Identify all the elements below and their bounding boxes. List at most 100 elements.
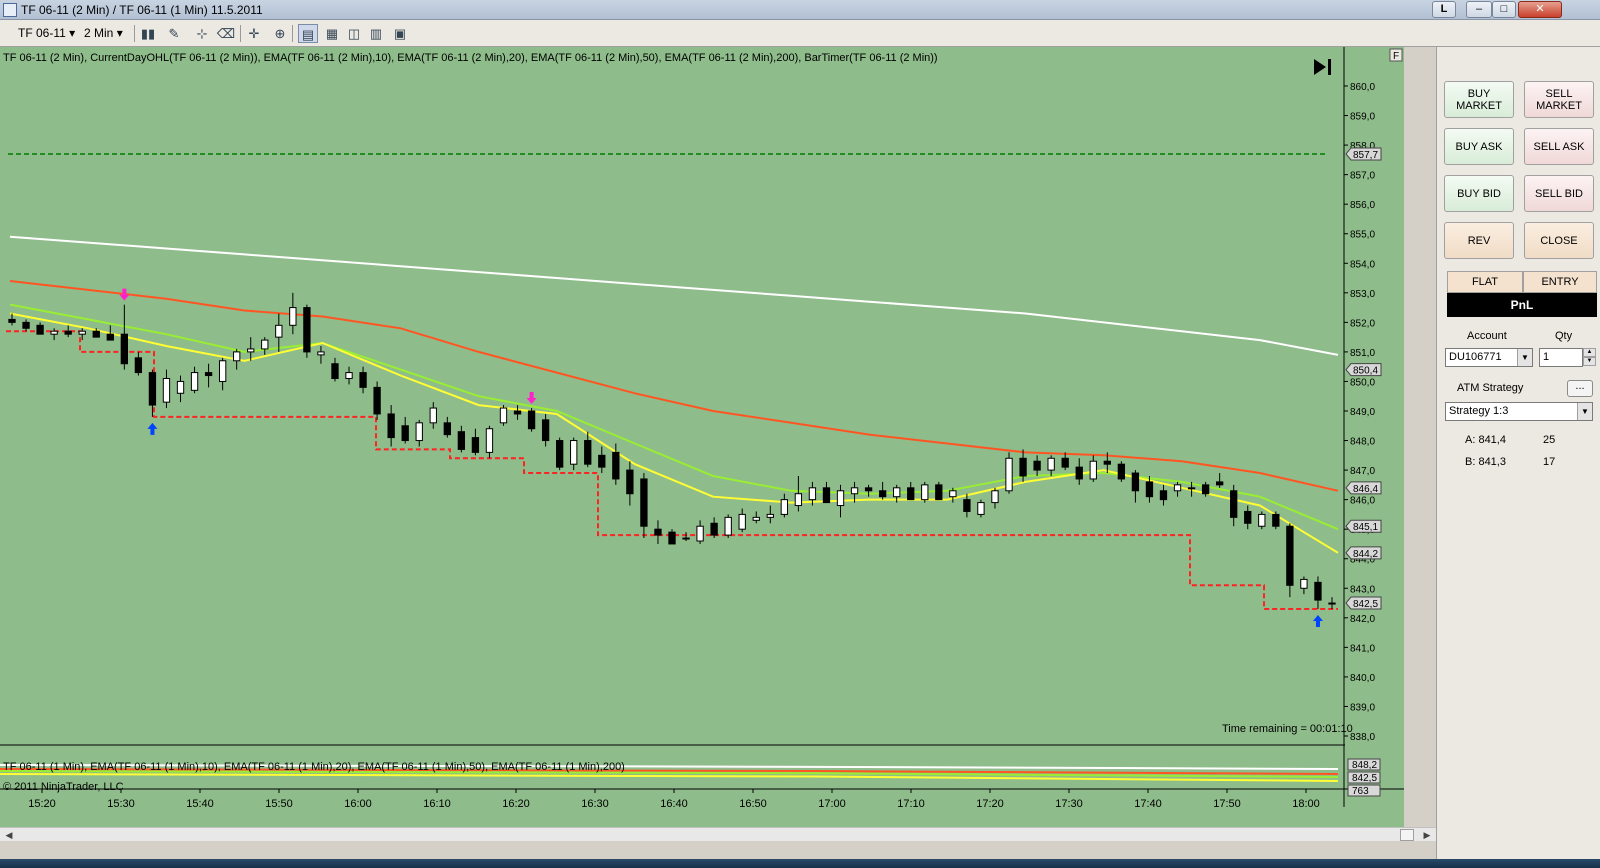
buy-ask-button[interactable]: BUY ASK: [1444, 128, 1514, 165]
scrollbar-thumb[interactable]: [1400, 829, 1414, 841]
candle-body: [120, 333, 129, 365]
y-tick-label: 847,0: [1350, 466, 1375, 477]
sub-marker-label: 848,2: [1352, 760, 1377, 771]
candle-body: [50, 330, 58, 335]
y-tick-label: 839,0: [1350, 702, 1375, 713]
candle-body: [878, 490, 887, 498]
candle-body: [485, 428, 494, 453]
language-badge[interactable]: L: [1432, 1, 1456, 18]
close-position-button[interactable]: CLOSE: [1524, 222, 1594, 259]
maximize-button[interactable]: □: [1492, 1, 1516, 18]
candle-body: [584, 440, 592, 465]
candle-body: [415, 422, 423, 442]
candle-body: [794, 493, 803, 507]
candle-body: [359, 372, 367, 388]
candle-body: [893, 487, 901, 498]
chart-panel[interactable]: F 860,0 859,0 858,0 857,0 856,0 855,0 854,0 853,…: [0, 47, 1436, 841]
stepper-down-icon[interactable]: ▼: [1583, 357, 1596, 366]
candle-body: [766, 513, 774, 518]
candle-body: [401, 425, 409, 442]
reverse-button[interactable]: REV: [1444, 222, 1514, 259]
sub-marker-box: [1347, 758, 1381, 771]
candle-body: [1201, 484, 1210, 495]
chart-trader-icon[interactable]: ▤: [298, 24, 318, 43]
axis-margin: [1404, 47, 1436, 841]
templates-icon[interactable]: ▣: [393, 26, 407, 41]
chevron-down-icon: ▼: [1517, 349, 1532, 366]
x-tick-label: 17:00: [818, 798, 846, 810]
x-tick-label: 15:40: [186, 798, 214, 810]
close-window-button[interactable]: ✕: [1518, 1, 1562, 18]
clear-icon[interactable]: ⌫: [216, 26, 236, 41]
candle-body: [429, 407, 437, 424]
price-marker-box: [1345, 481, 1382, 495]
sub-marker-box: [1347, 771, 1381, 784]
x-tick-label: 16:00: [344, 798, 372, 810]
data-box-icon[interactable]: ▦: [325, 26, 339, 41]
atm-strategy-select[interactable]: Strategy 1:3 ▼: [1445, 402, 1593, 421]
quantity-input[interactable]: 1: [1539, 348, 1583, 367]
sell-market-button[interactable]: SELL MARKET: [1524, 81, 1594, 118]
stepper-up-icon[interactable]: ▲: [1583, 348, 1596, 357]
copyright: © 2011 NinjaTrader, LLC: [3, 781, 124, 793]
chart-canvas[interactable]: F 860,0 859,0 858,0 857,0 856,0 855,0 854,0 853,…: [0, 47, 1436, 841]
ema-line: [9, 303, 1339, 531]
buy-market-button[interactable]: BUY MARKET: [1444, 81, 1514, 118]
account-select[interactable]: DU106771 ▼: [1445, 348, 1533, 367]
price-marker-box: [1345, 519, 1382, 533]
scroll-left-icon[interactable]: ◀: [5, 830, 13, 840]
price-marker-label: 845,1: [1353, 522, 1378, 533]
candle-body: [654, 528, 662, 536]
candle-body: [935, 484, 943, 501]
properties-icon[interactable]: ▥: [369, 26, 383, 41]
candle-body: [710, 522, 718, 536]
candle-body: [907, 487, 915, 501]
x-tick-label: 16:50: [739, 798, 767, 810]
sell-ask-button[interactable]: SELL ASK: [1524, 128, 1594, 165]
candle-body: [1300, 578, 1308, 589]
bar-type-icon[interactable]: ▮▮: [140, 26, 156, 41]
ema-line: [9, 280, 1339, 492]
candle-body: [921, 484, 929, 501]
draw-tool-icon[interactable]: ✎: [168, 26, 180, 41]
entry-status: ENTRY: [1523, 271, 1597, 293]
sell-arrow-icon: [526, 392, 537, 405]
candle-body: [977, 502, 985, 515]
x-tick-label: 15:30: [107, 798, 135, 810]
candle-body: [176, 380, 185, 394]
x-tick-label: 17:10: [897, 798, 925, 810]
scroll-right-icon[interactable]: ▶: [1423, 830, 1431, 840]
sell-bid-button[interactable]: SELL BID: [1524, 175, 1594, 212]
pin-icon[interactable]: ⊹: [196, 26, 208, 41]
y-tick-label: 843,0: [1350, 584, 1375, 595]
candle-body: [570, 440, 578, 465]
candle-body: [1216, 481, 1224, 486]
x-tick-label: 16:20: [502, 798, 530, 810]
position-status: FLAT: [1447, 271, 1523, 293]
candle-body: [598, 454, 606, 468]
x-tick-label: 17:50: [1213, 798, 1241, 810]
horizontal-scrollbar[interactable]: ◀ ▶: [0, 827, 1436, 841]
zoom-icon[interactable]: ⊕: [274, 26, 286, 41]
candle-body: [1230, 490, 1238, 518]
candle-body: [1089, 460, 1097, 480]
instrument-selector[interactable]: TF 06-11 ▾: [18, 26, 76, 40]
quantity-stepper[interactable]: ▲ ▼: [1583, 348, 1596, 367]
x-tick-label: 15:50: [265, 798, 293, 810]
candle-body: [1187, 487, 1196, 490]
candle-body: [457, 431, 466, 450]
buy-arrow-icon: [147, 422, 158, 435]
candle-body: [1272, 513, 1280, 527]
x-tick-label: 16:30: [581, 798, 609, 810]
y-tick-label: 856,0: [1350, 200, 1375, 211]
buy-bid-button[interactable]: BUY BID: [1444, 175, 1514, 212]
candle-body: [233, 351, 241, 362]
minimize-button[interactable]: –: [1466, 1, 1492, 18]
strategies-icon[interactable]: ◫: [347, 26, 361, 41]
crosshair-icon[interactable]: ✛: [248, 26, 260, 41]
ema-line: [9, 235, 1339, 356]
atm-options-button[interactable]: ...: [1567, 380, 1593, 397]
candle-body: [1047, 457, 1055, 471]
chevron-down-icon: ▼: [1577, 403, 1592, 420]
interval-selector[interactable]: 2 Min ▾: [84, 26, 123, 40]
